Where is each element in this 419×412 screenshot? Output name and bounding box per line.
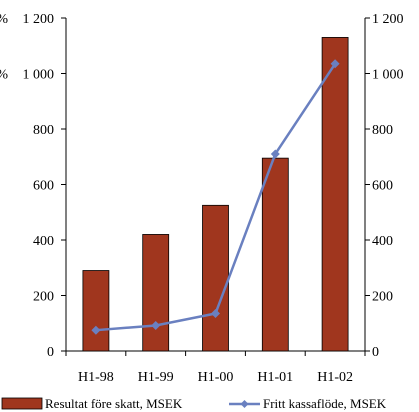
legend-line-label: Fritt kassaflöde, MSEK (263, 396, 387, 411)
bar-H1-00 (202, 204, 229, 352)
legend-bar-label: Resultat före skatt, MSEK (45, 396, 183, 411)
left-tick-label: 800 (33, 123, 54, 138)
line-point-H1-02 (330, 59, 340, 69)
line-series (91, 59, 340, 335)
line-point-H1-01 (270, 149, 280, 159)
left-tick-label: 0 (47, 345, 54, 360)
right-tick-label: 200 (372, 290, 393, 305)
right-tick-label: 1 000 (372, 68, 404, 83)
bar-H1-99 (142, 234, 170, 352)
bar-H1-01 (261, 157, 289, 352)
line-point-H1-98 (91, 325, 101, 335)
left-ticks: 0 200 400 600 800 1 000 1 200%% (0, 12, 66, 360)
left-tick-unit: % (0, 12, 8, 27)
line-point-H1-00 (211, 309, 220, 319)
legend: Resultat före skatt, MSEK Fritt kassaflö… (1, 396, 387, 411)
right-tick-label: 400 (372, 234, 393, 249)
x-tick-label: H1-02 (317, 370, 353, 385)
left-tick-label: 1 000 (23, 68, 55, 83)
right-tick-label: 600 (372, 179, 393, 194)
x-tick-label: H1-00 (198, 370, 234, 385)
left-tick-label: 600 (33, 179, 54, 194)
bar-H1-98 (82, 270, 110, 352)
line-point-H1-99 (151, 320, 161, 330)
x-tick-label: H1-99 (138, 370, 174, 385)
left-tick-label: 200 (33, 290, 54, 305)
left-tick-unit: % (0, 68, 8, 83)
left-tick-label: 1 200 (23, 12, 55, 27)
x-ticks: H1-98 H1-99 H1-00 H1-01 H1-02 (65, 351, 366, 385)
x-tick-label: H1-98 (78, 370, 114, 385)
left-tick-label: 400 (33, 234, 54, 249)
bars (82, 37, 349, 352)
right-tick-label: 800 (372, 123, 393, 138)
bar-H1-02 (321, 37, 349, 352)
x-tick-label: H1-01 (257, 370, 293, 385)
legend-bar-swatch (1, 397, 43, 410)
legend-line-marker (240, 400, 249, 408)
right-ticks: 0 200 400 600 800 1 000 1 200 (365, 12, 404, 360)
right-tick-label: 0 (372, 345, 379, 360)
right-tick-label: 1 200 (372, 12, 404, 27)
